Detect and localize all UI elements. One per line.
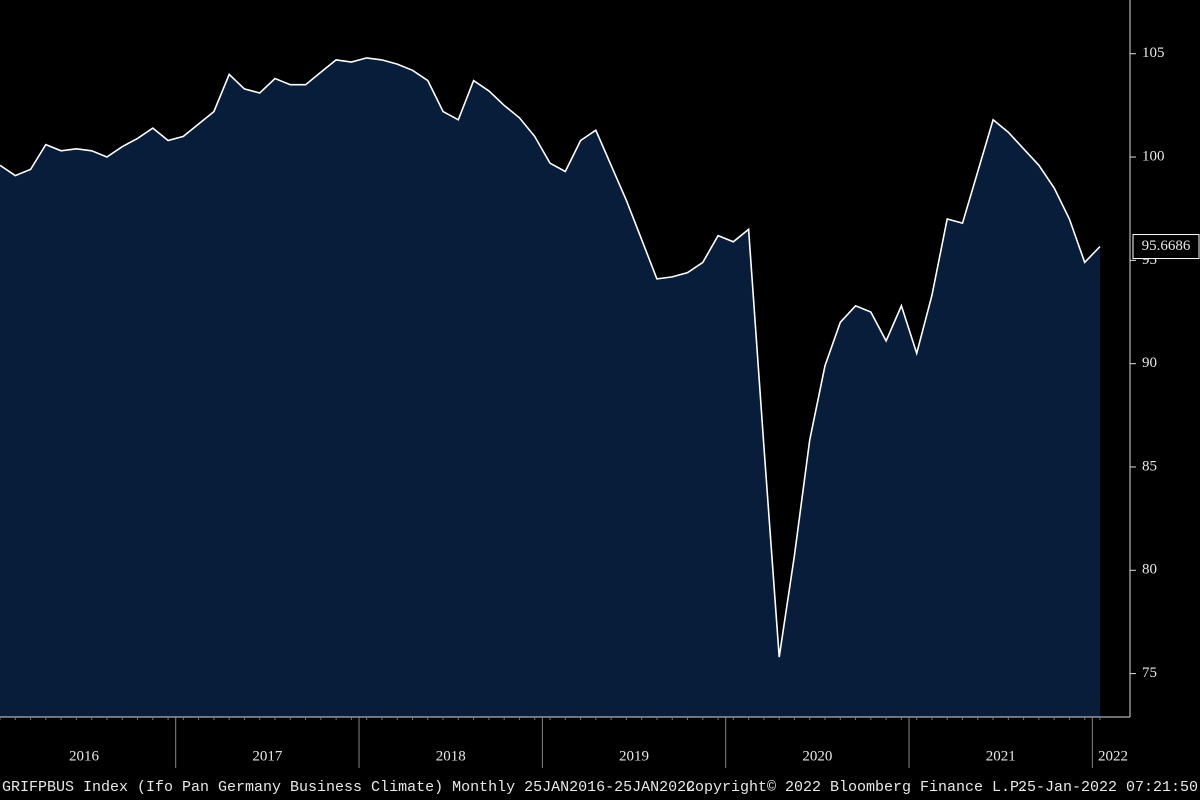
footer-left: GRIFPBUS Index (Ifo Pan Germany Business… [2,779,695,796]
x-tick-label: 2021 [986,748,1016,764]
area [0,57,1100,717]
x-tick-label: 2017 [252,748,283,764]
footer-middle: Copyright© 2022 Bloomberg Finance L.P. [686,779,1028,796]
last-value-label: 95.6686 [1142,238,1191,254]
x-tick-label: 2016 [69,748,100,764]
y-tick-label: 80 [1142,562,1157,578]
x-tick-label: 2022 [1098,748,1128,764]
y-tick-label: 105 [1142,45,1165,61]
y-tick-label: 90 [1142,355,1157,371]
last-value-box [1132,234,1200,260]
x-tick-label: 2018 [436,748,466,764]
y-tick-label: 85 [1142,458,1157,474]
y-tick-label: 75 [1142,665,1157,681]
footer-right: 25-Jan-2022 07:21:50 [1018,779,1198,796]
x-tick-label: 2020 [802,748,832,764]
line [0,57,1101,658]
y-tick-label: 100 [1142,148,1165,164]
x-tick-label: 2019 [619,748,649,764]
